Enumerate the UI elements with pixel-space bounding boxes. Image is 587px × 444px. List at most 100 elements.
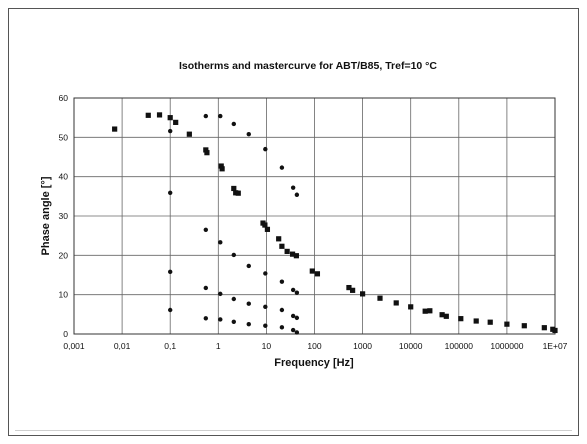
plot-area: [73, 97, 556, 335]
data-point-square: [439, 312, 445, 318]
data-point-square: [427, 308, 433, 314]
data-point-square: [186, 131, 192, 137]
y-tick-label: 10: [59, 290, 69, 300]
data-point-circle: [294, 330, 300, 335]
data-point-circle: [290, 287, 296, 293]
data-point-square: [408, 304, 414, 310]
data-point-square: [541, 325, 547, 331]
data-point-circle: [168, 128, 173, 134]
data-point-circle: [203, 113, 209, 119]
data-point-circle: [231, 121, 236, 127]
data-point-square: [350, 287, 356, 293]
data-point-circle: [218, 291, 223, 297]
y-tick-label: 20: [59, 250, 69, 260]
data-point-circle: [294, 192, 300, 197]
data-point-square: [377, 295, 383, 301]
data-point-square: [167, 115, 173, 121]
chart-frame: [8, 8, 579, 436]
data-point-square: [276, 236, 282, 242]
data-point-circle: [290, 327, 296, 333]
x-tick-label: 0,01: [114, 341, 131, 351]
data-point-square: [235, 190, 241, 196]
x-tick-label: 1E+07: [543, 341, 568, 351]
data-point-circle: [168, 307, 173, 313]
data-point-square: [204, 150, 210, 156]
data-point-square: [145, 112, 151, 118]
data-point-square: [279, 243, 285, 249]
data-point-circle: [231, 319, 236, 325]
data-point-square: [262, 222, 268, 228]
data-point-square: [203, 147, 209, 153]
data-point-circle: [263, 146, 268, 152]
data-point-circle: [294, 290, 300, 295]
y-tick-labels: 0 10 20 30 40 50 60: [59, 93, 69, 339]
data-point-circle: [168, 269, 173, 275]
data-point-circle: [279, 279, 285, 284]
y-tick-label: 30: [59, 211, 69, 221]
x-tick-labels: 0,001 0,01 0,1 1 10 100 1000 10000 100000 1000000…: [63, 341, 567, 351]
x-tick-label: 0,001: [63, 341, 85, 351]
data-point-circle: [279, 307, 285, 313]
x-tick-label: 100000: [445, 341, 474, 351]
data-point-square: [293, 253, 299, 259]
data-point-square: [521, 323, 527, 329]
x-tick-label: 100: [307, 341, 321, 351]
data-points: [112, 112, 558, 335]
data-point-square: [284, 248, 290, 254]
data-point-square: [422, 308, 428, 314]
data-point-circle: [218, 317, 223, 322]
data-point-circle: [246, 321, 251, 327]
data-point-circle: [203, 316, 209, 321]
data-point-square: [218, 163, 224, 169]
x-tick-label: 10: [262, 341, 272, 351]
data-point-square: [473, 318, 479, 324]
data-point-square: [264, 226, 271, 232]
x-tick-label: 1: [216, 341, 221, 351]
data-point-circle: [263, 323, 268, 328]
x-tick-label: 1000: [353, 341, 372, 351]
chart-title: Isotherms and mastercurve for ABT/B85, T…: [179, 60, 437, 72]
grid-layer: [73, 97, 556, 335]
data-point-circle: [290, 313, 296, 319]
data-point-square: [487, 319, 493, 325]
data-point-circle: [294, 315, 300, 321]
y-axis-label: Phase angle [°]: [40, 176, 52, 255]
x-tick-label: 10000: [399, 341, 423, 351]
data-point-square: [173, 119, 179, 125]
data-point-square: [231, 185, 237, 192]
data-point-square: [504, 321, 510, 327]
data-point-circle: [290, 185, 296, 190]
y-tick-label: 50: [59, 132, 69, 142]
data-point-circle: [246, 263, 251, 269]
data-point-circle: [203, 285, 209, 291]
x-tick-label: 0,1: [164, 341, 176, 351]
y-tick-label: 60: [59, 93, 69, 103]
x-axis-label: Frequency [Hz]: [274, 357, 354, 369]
data-point-square: [346, 284, 352, 291]
data-point-circle: [231, 252, 236, 258]
data-point-circle: [246, 301, 251, 306]
data-point-circle: [246, 131, 251, 137]
data-point-square: [289, 251, 296, 257]
data-point-circle: [218, 113, 223, 119]
data-point-square: [552, 327, 558, 334]
data-point-circle: [203, 227, 209, 232]
data-point-square: [112, 126, 118, 132]
data-point-square: [219, 166, 225, 172]
data-point-circle: [218, 240, 223, 245]
x-tick-label: 1000000: [490, 341, 523, 351]
data-point-square: [443, 313, 449, 319]
data-point-square: [458, 316, 464, 322]
y-tick-label: 40: [59, 172, 69, 182]
data-point-circle: [279, 325, 285, 330]
y-tick-label: 0: [63, 329, 68, 339]
data-point-square: [156, 112, 163, 118]
data-point-circle: [263, 271, 268, 276]
data-point-circle: [279, 165, 285, 170]
data-point-circle: [263, 304, 268, 310]
data-point-square: [314, 271, 321, 277]
data-point-square: [309, 268, 315, 274]
data-point-square: [360, 291, 366, 297]
data-point-circle: [231, 296, 236, 302]
